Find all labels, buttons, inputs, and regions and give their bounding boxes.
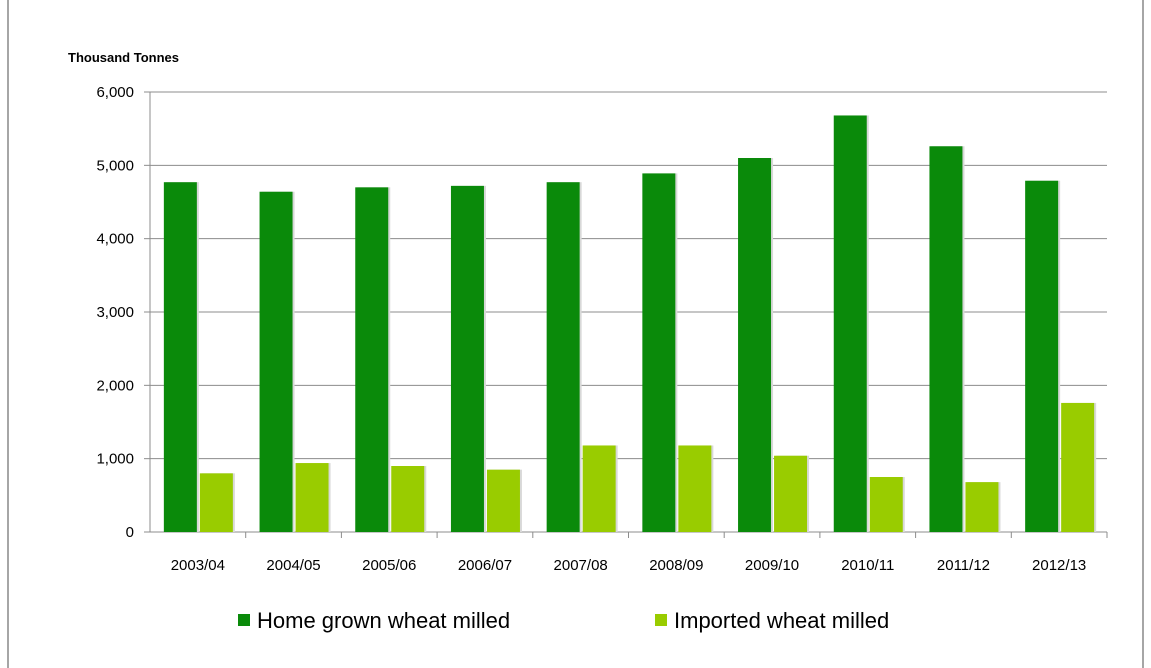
legend: Home grown wheat milled Imported wheat mi… — [238, 608, 889, 633]
y-tick-label: 4,000 — [96, 231, 134, 248]
bar-home-grown — [833, 115, 867, 532]
bar-home-grown — [738, 158, 772, 532]
bar-imported — [391, 466, 425, 532]
y-tick-label: 6,000 — [96, 84, 134, 101]
legend-swatch — [238, 614, 250, 626]
x-tick-label: 2012/13 — [1032, 557, 1086, 574]
bar-home-grown — [450, 185, 484, 532]
legend-swatch — [655, 614, 667, 626]
x-tick-label: 2011/12 — [937, 557, 990, 574]
y-tick-label: 1,000 — [96, 451, 134, 468]
bar-home-grown — [1025, 180, 1059, 532]
legend-label: Home grown wheat milled — [257, 608, 510, 633]
bar-home-grown — [546, 182, 580, 532]
bar-imported — [869, 477, 903, 532]
x-tick-label: 2010/11 — [841, 557, 894, 574]
x-tick-label: 2007/08 — [554, 557, 608, 574]
x-tick-label: 2008/09 — [649, 557, 703, 574]
bar-imported — [486, 469, 520, 532]
bar-imported — [678, 445, 712, 532]
bar-home-grown — [259, 191, 293, 532]
bar-imported — [774, 455, 808, 532]
y-tick-labels: 0 1,000 2,000 3,000 4,000 5,000 6,000 — [96, 84, 134, 541]
x-tick-label: 2006/07 — [458, 557, 512, 574]
x-tick-label: 2004/05 — [266, 557, 320, 574]
x-tick-label: 2009/10 — [745, 557, 799, 574]
y-tick-label: 2,000 — [96, 377, 134, 394]
bar-home-grown — [929, 146, 963, 532]
bar-home-grown — [163, 182, 197, 532]
x-tick-label: 2003/04 — [171, 557, 225, 574]
bar-imported — [582, 445, 616, 532]
y-tick-label: 3,000 — [96, 304, 134, 321]
y-axis-title: Thousand Tonnes — [68, 50, 179, 65]
x-tick-label: 2005/06 — [362, 557, 416, 574]
x-tick-labels: 2003/04 2004/05 2005/06 2006/07 2007/08 2008/… — [171, 532, 1108, 574]
bar-imported — [965, 482, 999, 532]
bar-home-grown — [642, 173, 676, 532]
legend-label: Imported wheat milled — [674, 608, 889, 633]
bar-home-grown — [355, 187, 389, 533]
y-tick-label: 5,000 — [96, 157, 134, 174]
bar-imported — [295, 463, 329, 532]
bar-imported — [199, 473, 233, 532]
y-tick-label: 0 — [126, 524, 134, 541]
bar-imported — [1061, 402, 1095, 532]
bars — [163, 115, 1097, 533]
